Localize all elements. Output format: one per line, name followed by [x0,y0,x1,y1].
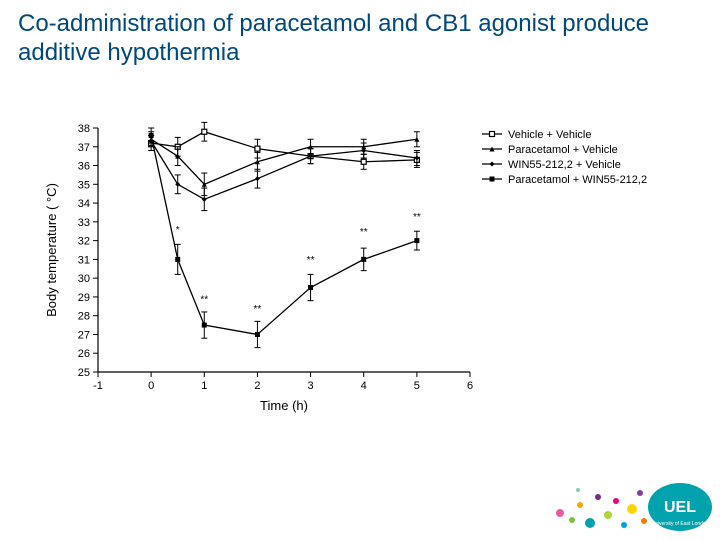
slide: Co-administration of paracetamol and CB1… [0,0,720,540]
svg-text:25: 25 [78,367,90,379]
svg-text:37: 37 [78,142,90,154]
svg-text:33: 33 [78,217,90,229]
svg-text:University of East London: University of East London [652,521,709,527]
line-chart: -101234562526272829303132333435363738Tim… [40,110,680,420]
svg-text:31: 31 [78,254,90,266]
uel-logo: UEL University of East London [520,465,720,540]
svg-text:29: 29 [78,292,90,304]
svg-text:**: ** [307,255,315,266]
svg-text:26: 26 [78,348,90,360]
svg-text:5: 5 [414,380,420,392]
svg-text:Paracetamol + WIN55-212,2: Paracetamol + WIN55-212,2 [508,174,647,186]
svg-text:4: 4 [361,380,367,392]
svg-text:1: 1 [201,380,207,392]
svg-text:*: * [176,225,180,236]
svg-text:Time (h): Time (h) [260,398,308,413]
svg-text:6: 6 [467,380,473,392]
svg-text:36: 36 [78,161,90,173]
slide-title: Co-administration of paracetamol and CB1… [18,10,658,68]
svg-text:32: 32 [78,236,90,248]
svg-text:**: ** [413,212,421,223]
svg-text:**: ** [360,227,368,238]
svg-text:30: 30 [78,273,90,285]
svg-text:27: 27 [78,329,90,341]
svg-text:34: 34 [78,198,90,210]
svg-text:38: 38 [78,123,90,135]
svg-text:Paracetamol + Vehicle: Paracetamol + Vehicle [508,144,618,156]
svg-text:Vehicle + Vehicle: Vehicle + Vehicle [508,129,591,141]
svg-text:35: 35 [78,179,90,191]
svg-text:0: 0 [148,380,154,392]
svg-text:2: 2 [254,380,260,392]
svg-text:28: 28 [78,311,90,323]
svg-text:**: ** [254,304,262,315]
svg-text:UEL: UEL [664,499,696,516]
svg-text:WIN55-212,2 + Vehicle: WIN55-212,2 + Vehicle [508,159,621,171]
chart-container: -101234562526272829303132333435363738Tim… [40,110,680,420]
svg-text:3: 3 [308,380,314,392]
svg-text:-1: -1 [93,380,103,392]
svg-text:**: ** [200,295,208,306]
svg-text:Body temperature ( °C): Body temperature ( °C) [44,183,59,317]
